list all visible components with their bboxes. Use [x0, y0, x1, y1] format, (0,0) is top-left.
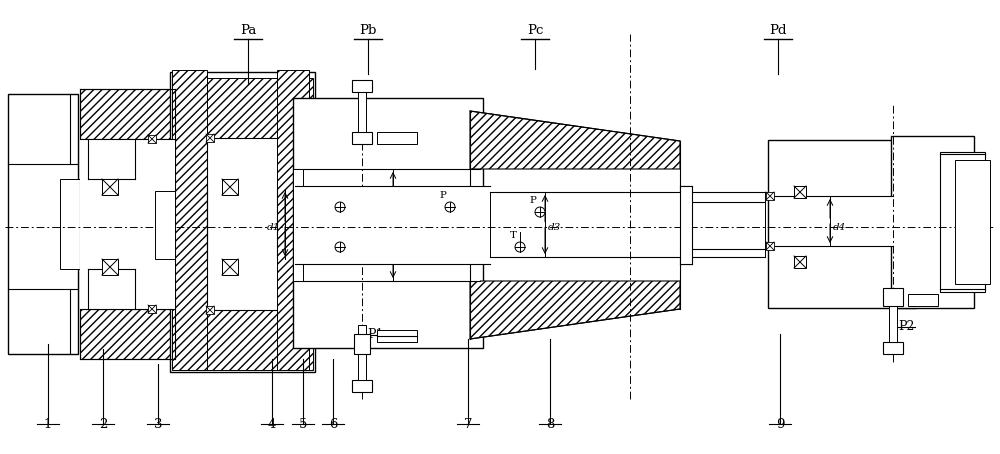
Bar: [940, 152, 985, 292]
Text: 1: 1: [44, 418, 52, 431]
Bar: [8, 94, 78, 354]
Bar: [207, 138, 277, 310]
Circle shape: [335, 242, 345, 252]
Bar: [770, 196, 893, 246]
Bar: [102, 259, 118, 275]
Text: P: P: [440, 191, 446, 200]
Bar: [377, 330, 417, 342]
Bar: [883, 288, 903, 306]
Text: 7: 7: [464, 418, 472, 431]
Bar: [80, 139, 175, 309]
Circle shape: [535, 207, 545, 217]
Bar: [80, 89, 175, 139]
Text: 4: 4: [268, 418, 276, 431]
Bar: [293, 169, 303, 281]
Text: d4: d4: [833, 222, 846, 232]
Text: Pc: Pc: [527, 24, 543, 37]
Bar: [490, 192, 765, 257]
Bar: [206, 134, 214, 142]
Bar: [352, 80, 372, 92]
Bar: [908, 294, 938, 306]
Bar: [222, 259, 238, 275]
Bar: [794, 256, 806, 268]
Bar: [295, 104, 480, 169]
Bar: [172, 70, 207, 370]
Bar: [222, 179, 238, 195]
Bar: [295, 186, 490, 264]
Text: 9: 9: [776, 418, 784, 431]
Bar: [293, 98, 483, 348]
Text: 2: 2: [99, 418, 107, 431]
Bar: [60, 179, 85, 269]
Bar: [766, 242, 774, 250]
Circle shape: [445, 202, 455, 212]
Text: 6: 6: [329, 418, 337, 431]
Text: 3: 3: [154, 418, 162, 431]
Bar: [770, 142, 915, 202]
Text: Pb: Pb: [359, 24, 377, 37]
Bar: [358, 325, 366, 380]
Text: Pa: Pa: [240, 24, 256, 37]
Text: Pd: Pd: [769, 24, 787, 37]
Bar: [352, 132, 372, 144]
Text: P2: P2: [898, 320, 914, 332]
Bar: [891, 136, 974, 308]
Bar: [170, 72, 315, 372]
Bar: [768, 140, 916, 308]
Bar: [955, 160, 990, 284]
Bar: [766, 192, 774, 200]
Bar: [295, 281, 480, 346]
Bar: [155, 191, 175, 259]
Bar: [80, 309, 175, 359]
Text: P: P: [530, 196, 536, 205]
Bar: [102, 179, 118, 195]
Bar: [680, 202, 765, 249]
Text: P: P: [330, 191, 336, 200]
Bar: [148, 305, 156, 313]
Bar: [172, 310, 313, 370]
Text: P1: P1: [367, 327, 384, 340]
Text: T: T: [510, 231, 516, 240]
Bar: [354, 334, 370, 354]
Text: d1: d1: [267, 222, 280, 232]
Bar: [794, 186, 806, 198]
Circle shape: [335, 202, 345, 212]
Polygon shape: [470, 281, 680, 339]
Polygon shape: [470, 111, 680, 169]
Bar: [893, 138, 973, 306]
Text: d3: d3: [548, 222, 561, 232]
Bar: [680, 186, 692, 264]
Text: T: T: [332, 231, 338, 240]
Bar: [770, 246, 915, 306]
Bar: [352, 380, 372, 392]
Text: 5: 5: [299, 418, 307, 431]
Bar: [377, 132, 417, 144]
Bar: [889, 302, 897, 342]
Circle shape: [515, 242, 525, 252]
Bar: [358, 92, 366, 132]
Bar: [295, 169, 480, 281]
Bar: [206, 306, 214, 314]
Bar: [883, 342, 903, 354]
Bar: [277, 70, 309, 370]
Bar: [148, 135, 156, 143]
Text: d2: d2: [396, 222, 409, 232]
Text: 8: 8: [546, 418, 554, 431]
Bar: [172, 78, 313, 138]
